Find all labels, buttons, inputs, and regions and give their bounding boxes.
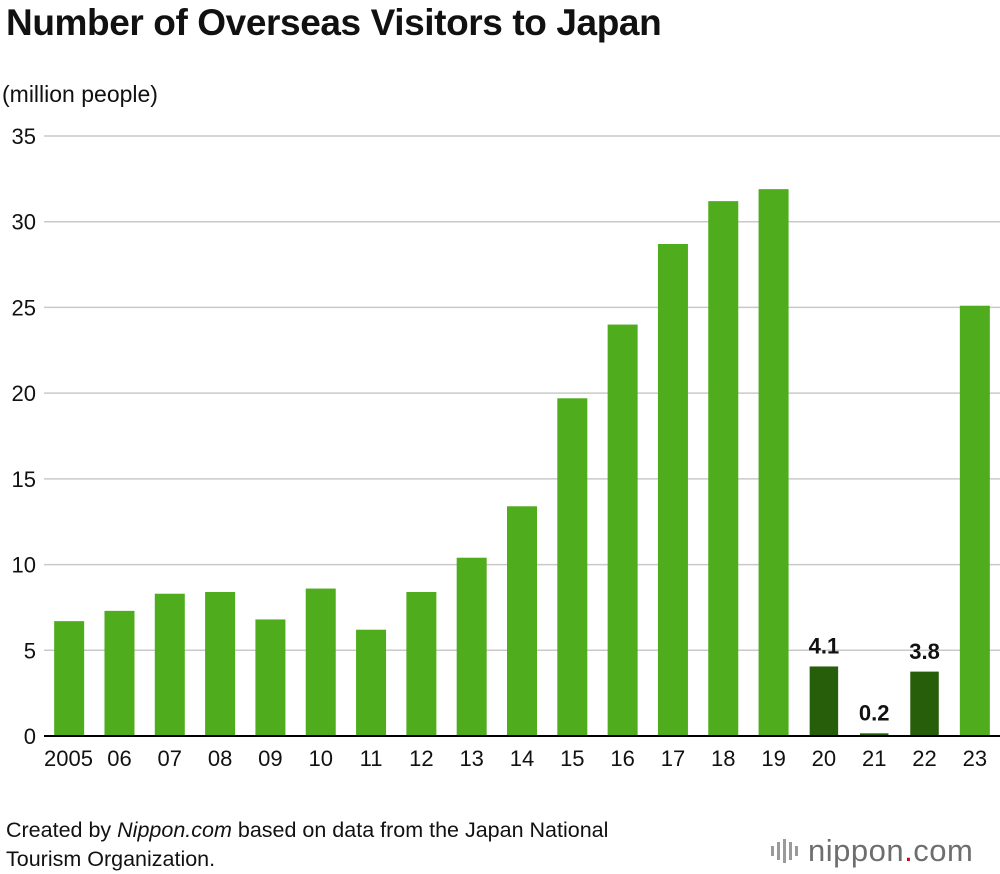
y-tick-label: 10: [12, 553, 36, 578]
x-tick-label: 13: [459, 746, 483, 771]
x-tick-labels: 2005 06 07 08 09 10 11 12 13 14 15 16 17 18 19 20 21 22 23: [44, 746, 987, 771]
data-label: 3.8: [909, 639, 940, 664]
x-tick-label: 09: [258, 746, 282, 771]
x-tick-label: 21: [862, 746, 886, 771]
x-tick-label: 16: [610, 746, 634, 771]
y-tick-label: 0: [24, 724, 36, 749]
x-tick-label: 18: [711, 746, 735, 771]
x-tick-label: 07: [158, 746, 182, 771]
y-tick-label: 25: [12, 295, 36, 320]
bar: [104, 610, 135, 736]
bar: [154, 593, 185, 736]
bars: [54, 189, 990, 737]
logo-bars-icon: [770, 837, 800, 865]
data-label: 0.2: [859, 701, 890, 726]
y-axis-unit-label: (million people): [2, 81, 158, 107]
source-note: Created by Nippon.com based on data from…: [6, 816, 608, 874]
y-tick-label: 35: [12, 124, 36, 149]
chart-title: Number of Overseas Visitors to Japan: [6, 2, 662, 43]
x-tick-label: 11: [360, 746, 383, 771]
data-label: 4.1: [809, 634, 840, 659]
bar: [356, 629, 387, 736]
x-tick-label: 14: [510, 746, 534, 771]
source-line-2: Tourism Organization.: [6, 847, 216, 871]
bar: [456, 557, 487, 736]
y-tick-labels: 0 5 10 15 20 25 30 35: [12, 124, 36, 749]
gridlines: [44, 135, 1000, 652]
nippon-logo: nippon.com: [770, 831, 973, 871]
x-tick-label: 08: [208, 746, 232, 771]
source-suffix: based on data from the Japan National: [231, 818, 609, 842]
x-tick-label: 06: [107, 746, 131, 771]
bar: [557, 398, 588, 736]
bar: [657, 244, 688, 736]
bar: [255, 619, 286, 736]
x-tick-label: 23: [963, 746, 987, 771]
bar: [54, 621, 85, 736]
logo-tld: com: [913, 833, 974, 868]
bar: [607, 324, 638, 736]
y-tick-label: 30: [12, 210, 36, 235]
x-tick-label: 12: [409, 746, 433, 771]
bar: [205, 592, 236, 736]
logo-name: nippon: [808, 833, 905, 868]
bar: [908, 670, 941, 737]
x-tick-label: 10: [308, 746, 332, 771]
bar-chart: 0 5 10 15 20 25 30 35 4.1 0.2 3.8 2005 06 07 08 09 10 1…: [12, 124, 1000, 771]
x-tick-label: 17: [661, 746, 685, 771]
logo-wordmark: nippon.com: [808, 833, 973, 869]
bar: [406, 592, 437, 736]
x-tick-label: 19: [761, 746, 785, 771]
x-tick-label: 2005: [44, 746, 93, 771]
logo-dot: .: [904, 833, 914, 868]
bar: [808, 664, 840, 737]
source-prefix: Created by: [6, 818, 118, 842]
bar: [758, 189, 789, 737]
data-labels: 4.1 0.2 3.8: [809, 634, 940, 726]
x-tick-label: 20: [812, 746, 836, 771]
x-tick-label: 15: [560, 746, 584, 771]
bar: [507, 506, 537, 736]
bar: [959, 305, 990, 736]
y-tick-label: 5: [24, 638, 36, 663]
y-tick-label: 15: [12, 467, 36, 492]
source-name: Nippon.com: [117, 818, 232, 842]
bar: [708, 201, 739, 737]
bar: [305, 588, 336, 736]
y-tick-label: 20: [12, 381, 36, 406]
x-tick-label: 22: [912, 746, 936, 771]
